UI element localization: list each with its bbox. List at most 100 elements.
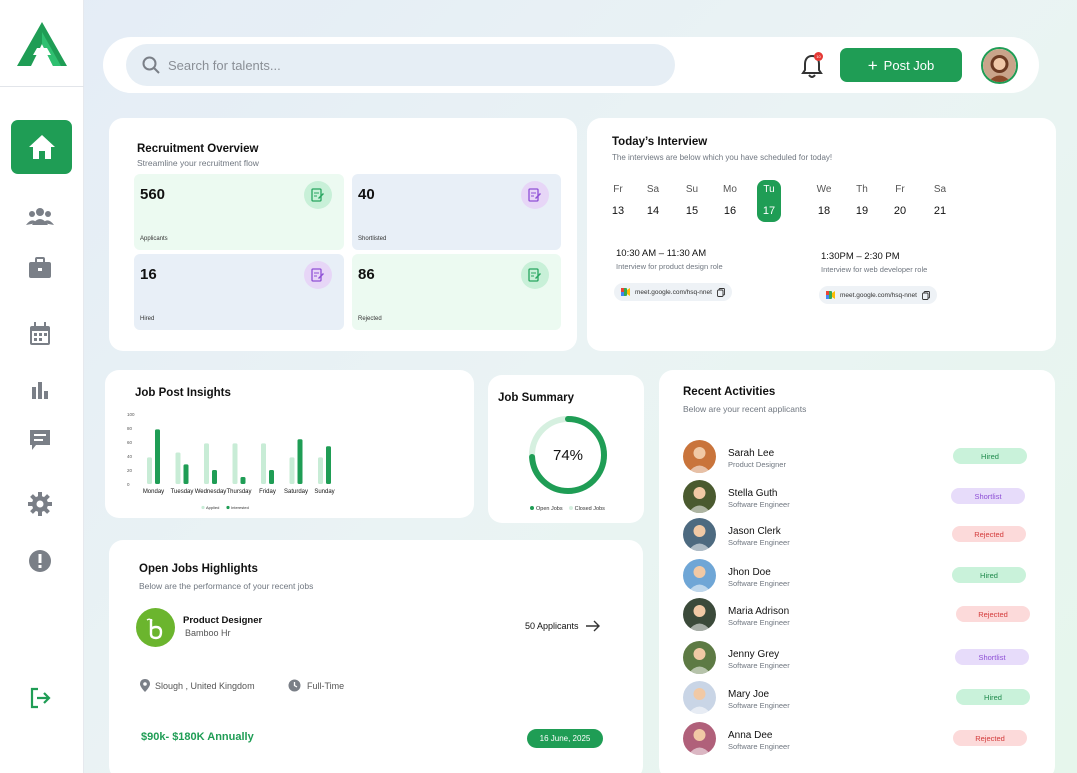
applicant-name[interactable]: Stella Guth: [728, 488, 778, 499]
applicant-avatar[interactable]: [683, 518, 716, 551]
status-badge[interactable]: Hired: [953, 448, 1027, 464]
applicant-name[interactable]: Jason Clerk: [728, 526, 781, 537]
interview-role: Interview for product design role: [616, 262, 723, 271]
location-text: Slough , United Kingdom: [155, 680, 255, 691]
y-tick-label: 40: [127, 454, 133, 459]
arrow-right-icon: [585, 620, 600, 632]
day-item[interactable]: Mo 16: [718, 180, 742, 217]
copy-icon[interactable]: [922, 290, 930, 300]
day-name: Su: [685, 184, 699, 195]
stat-tile[interactable]: 16 Hired: [134, 254, 344, 330]
briefcase-icon: [29, 257, 51, 278]
search-input[interactable]: [168, 57, 648, 73]
applicant-role: Software Engineer: [728, 618, 790, 627]
x-tick-label: Friday: [259, 489, 276, 495]
job-summary-card: Job Summary 74% Open Jobs Closed Jobs: [488, 375, 644, 523]
status-badge[interactable]: Shortlist: [955, 649, 1029, 665]
profile-photo-icon: [983, 49, 1016, 82]
applicant-avatar[interactable]: [683, 559, 716, 592]
day-item[interactable]: Fr 20: [888, 180, 912, 217]
applicant-name[interactable]: Anna Dee: [728, 730, 773, 741]
posted-date-badge: 16 June, 2025: [527, 729, 603, 748]
x-tick-label: Wednesday: [195, 489, 227, 495]
open-jobs-highlights-card: Open Jobs Highlights Below are the perfo…: [109, 540, 643, 773]
app-logo[interactable]: [17, 22, 67, 66]
recruitment-overview-card: Recruitment Overview Streamline your rec…: [109, 118, 577, 351]
legend-closed: Closed Jobs: [568, 506, 605, 512]
bamboo-logo-icon: [146, 618, 162, 639]
job-post-insights-card: Job Post Insights 0 20 40 60 80 100 Monday Tues…: [105, 370, 474, 518]
status-badge[interactable]: Shortlist: [951, 488, 1025, 504]
nav-home[interactable]: [11, 120, 72, 174]
job-type: Full-Time: [288, 679, 344, 692]
interview-subtitle: The interviews are below which you have …: [612, 153, 833, 162]
applicant-avatar[interactable]: [683, 641, 716, 674]
nav-logout[interactable]: [26, 684, 54, 712]
bar-interested-friday: [269, 470, 274, 484]
nav-messages[interactable]: [26, 426, 54, 454]
message-icon: [30, 430, 50, 450]
nav-analytics[interactable]: [26, 376, 54, 404]
applicants-link[interactable]: 50 Applicants: [525, 620, 601, 632]
day-selected[interactable]: Tu 17: [757, 180, 781, 222]
sidebar-divider: [0, 86, 84, 87]
post-job-button[interactable]: + Post Job: [840, 48, 962, 82]
status-badge[interactable]: Rejected: [956, 606, 1030, 622]
stat-icon-wrap: [304, 181, 332, 209]
stat-value: 86: [358, 266, 375, 283]
interview-time: 1:30PM – 2:30 PM: [821, 251, 900, 262]
job-type-text: Full-Time: [307, 680, 345, 691]
day-name: Fr: [613, 184, 623, 195]
status-badge[interactable]: Rejected: [953, 730, 1027, 746]
clock-icon: [288, 679, 301, 692]
status-badge[interactable]: Hired: [952, 567, 1026, 583]
status-badge[interactable]: Hired: [956, 689, 1030, 705]
day-item[interactable]: Sa 21: [928, 180, 952, 217]
nav-settings[interactable]: [26, 490, 54, 518]
person-photo-icon: [688, 487, 711, 513]
day-item[interactable]: Sa 14: [641, 180, 665, 217]
salary-range: $90k- $180K Annually: [141, 731, 254, 743]
y-tick-label: 100: [127, 412, 135, 417]
applicant-avatar[interactable]: [683, 440, 716, 473]
day-name: We: [816, 184, 832, 195]
day-date: 15: [685, 205, 699, 217]
applicant-avatar[interactable]: [683, 681, 716, 714]
summary-legend: Open Jobs Closed Jobs: [530, 506, 605, 512]
nav-help[interactable]: [26, 547, 54, 575]
nav-jobs[interactable]: [26, 254, 54, 282]
search-bar[interactable]: [126, 44, 675, 86]
stat-tile[interactable]: 86 Rejected: [352, 254, 561, 330]
meet-link[interactable]: meet.google.com/hsq-nnet: [614, 283, 732, 301]
applicant-name[interactable]: Jenny Grey: [728, 649, 780, 660]
bar-applied-friday: [261, 443, 266, 484]
user-avatar[interactable]: [981, 47, 1018, 84]
day-item[interactable]: We 18: [812, 180, 836, 217]
stat-tile[interactable]: 40 Shortlisted: [352, 174, 561, 250]
stat-tile[interactable]: 560 Applicants: [134, 174, 344, 250]
applicant-name[interactable]: Sarah Lee: [728, 448, 775, 459]
person-photo-icon: [688, 605, 711, 631]
applicant-name[interactable]: Mary Joe: [728, 689, 770, 700]
applicant-name[interactable]: Jhon Doe: [728, 567, 771, 578]
day-item[interactable]: Su 15: [680, 180, 704, 217]
recruitment-subtitle: Streamline your recruitment flow: [137, 158, 259, 168]
nav-calendar[interactable]: [26, 320, 54, 348]
day-item[interactable]: Fr 13: [606, 180, 630, 217]
applicant-name[interactable]: Maria Adrison: [728, 606, 790, 617]
meet-link[interactable]: meet.google.com/hsq-nnet: [819, 286, 937, 304]
applicant-avatar[interactable]: [683, 722, 716, 755]
highlights-title: Open Jobs Highlights: [139, 563, 258, 575]
bar-interested-monday: [155, 429, 160, 484]
gear-icon: [28, 492, 52, 516]
day-item[interactable]: Th 19: [850, 180, 874, 217]
job-title[interactable]: Product Designer: [183, 615, 263, 626]
nav-candidates[interactable]: [26, 202, 54, 230]
copy-icon[interactable]: [717, 287, 725, 297]
stat-icon-wrap: [304, 261, 332, 289]
bar-applied-tuesday: [175, 452, 181, 484]
applicant-avatar[interactable]: [683, 598, 716, 631]
applicant-avatar[interactable]: [683, 480, 716, 513]
status-badge[interactable]: Rejected: [952, 526, 1026, 542]
legend-label: Interested: [231, 505, 249, 510]
